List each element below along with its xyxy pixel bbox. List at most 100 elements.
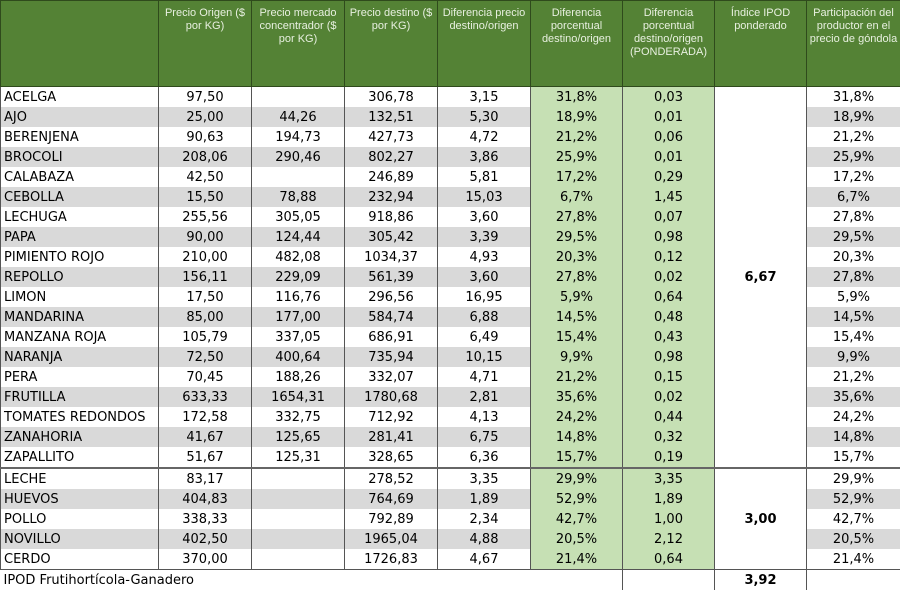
table-cell [806,569,900,590]
table-cell: 52,9% [530,489,623,509]
table-cell: 172,58 [158,407,252,427]
table-cell: 0,48 [622,307,715,327]
table-cell: 1726,83 [344,549,438,570]
product-name: LECHE [0,467,159,489]
product-name: MANZANA ROJA [0,327,159,347]
table-cell: 16,95 [437,287,531,307]
table-cell: 735,94 [344,347,438,367]
table-cell: 290,46 [251,147,345,167]
table-cell: 90,00 [158,227,252,247]
table-cell: 29,5% [806,227,900,247]
table-cell: 24,2% [530,407,623,427]
table-cell: 338,33 [158,509,252,529]
table-cell: 29,9% [530,467,623,489]
table-cell: 194,73 [251,127,345,147]
table-cell: 305,05 [251,207,345,227]
table-cell: 24,2% [806,407,900,427]
table-cell: 584,74 [344,307,438,327]
table-cell [251,529,345,549]
product-name: AJO [0,107,159,127]
table-cell: 764,69 [344,489,438,509]
table-cell: 0,02 [622,267,715,287]
table-row: MANZANA ROJA 105,79 337,05 686,91 6,49 15,4% 0… [0,327,900,347]
table-cell: 90,63 [158,127,252,147]
table-cell: 1,45 [622,187,715,207]
table-cell: 85,00 [158,307,252,327]
table-cell: 125,65 [251,427,345,447]
table-cell: 5,81 [437,167,531,187]
table-row: AJO 25,00 44,26 132,51 5,30 18,9% 0,01 18,9% [0,107,900,127]
product-name: BERENJENA [0,127,159,147]
table-cell: 15,7% [806,447,900,469]
table-row: MANDARINA 85,00 177,00 584,74 6,88 14,5% 0,48 1… [0,307,900,327]
table-cell: 0,98 [622,347,715,367]
table-cell: 1034,37 [344,247,438,267]
table-cell: 5,30 [437,107,531,127]
table-cell: 83,17 [158,467,252,489]
table-cell: 427,73 [344,127,438,147]
table-cell: 332,75 [251,407,345,427]
table-cell: 404,83 [158,489,252,509]
table-cell: 232,94 [344,187,438,207]
table-cell: 15,7% [530,447,623,469]
table-cell [251,467,345,489]
table-cell: 9,9% [806,347,900,367]
table-cell: 208,06 [158,147,252,167]
table-cell: 25,00 [158,107,252,127]
table-cell: 686,91 [344,327,438,347]
column-header: Diferencia porcentual destino/origen [530,0,623,87]
table-cell: 51,67 [158,447,252,469]
table-cell: 14,5% [806,307,900,327]
footer-row: IPOD Frutihortícola-Ganadero 3,92 [0,569,900,590]
table-cell: 802,27 [344,147,438,167]
table-cell: 210,00 [158,247,252,267]
product-name: REPOLLO [0,267,159,287]
table-cell: 0,64 [622,287,715,307]
table-row: POLLO 338,33 792,89 2,34 42,7% 1,00 42,7% [0,509,900,529]
table-cell: 332,07 [344,367,438,387]
table-row: LIMON 17,50 116,76 296,56 16,95 5,9% 0,64 5,9% [0,287,900,307]
ipod-index: 6,67 [714,86,807,469]
table-cell: 97,50 [158,86,252,107]
table-cell: 18,9% [530,107,623,127]
table-cell: 0,06 [622,127,715,147]
table-cell: 20,3% [806,247,900,267]
table-cell: 25,9% [530,147,623,167]
table-cell: 482,08 [251,247,345,267]
table-cell: 44,26 [251,107,345,127]
table-cell: 3,35 [437,467,531,489]
table-cell: 18,9% [806,107,900,127]
table-cell: 156,11 [158,267,252,287]
table-row: CEBOLLA 15,50 78,88 232,94 15,03 6,7% 1,45 6,7% [0,187,900,207]
table-cell: 0,44 [622,407,715,427]
table-cell: 15,03 [437,187,531,207]
table-cell: 3,60 [437,267,531,287]
table-cell: 6,49 [437,327,531,347]
table-row: PAPA 90,00 124,44 305,42 3,39 29,5% 0,98 29,5% [0,227,900,247]
table-cell: 72,50 [158,347,252,367]
table-cell: 1654,31 [251,387,345,407]
table-row: ACELGA 97,50 306,78 3,15 31,8% 0,03 6,67 31,8% [0,86,900,469]
table-cell: 25,9% [806,147,900,167]
table-cell: 15,4% [530,327,623,347]
table-cell: 4,72 [437,127,531,147]
table-cell: 21,2% [530,127,623,147]
table-cell: 1,00 [622,509,715,529]
table-cell: 42,7% [530,509,623,529]
table-row: FRUTILLA 633,33 1654,31 1780,68 2,81 35,6% 0,0… [0,387,900,407]
table-row: BERENJENA 90,63 194,73 427,73 4,72 21,2% 0,06 2… [0,127,900,147]
table-cell: 27,8% [530,207,623,227]
table-row: LECHUGA 255,56 305,05 918,86 3,60 27,8% 0,07 27… [0,207,900,227]
table-cell: 17,2% [806,167,900,187]
table-cell: 41,67 [158,427,252,447]
table-cell: 6,88 [437,307,531,327]
table-cell: 3,15 [437,86,531,107]
table-cell: 20,5% [530,529,623,549]
table-cell: 337,05 [251,327,345,347]
table-cell: 21,4% [530,549,623,570]
table-cell: 6,7% [806,187,900,207]
table-cell: 328,65 [344,447,438,469]
table-cell: 281,41 [344,427,438,447]
table-cell: 17,2% [530,167,623,187]
